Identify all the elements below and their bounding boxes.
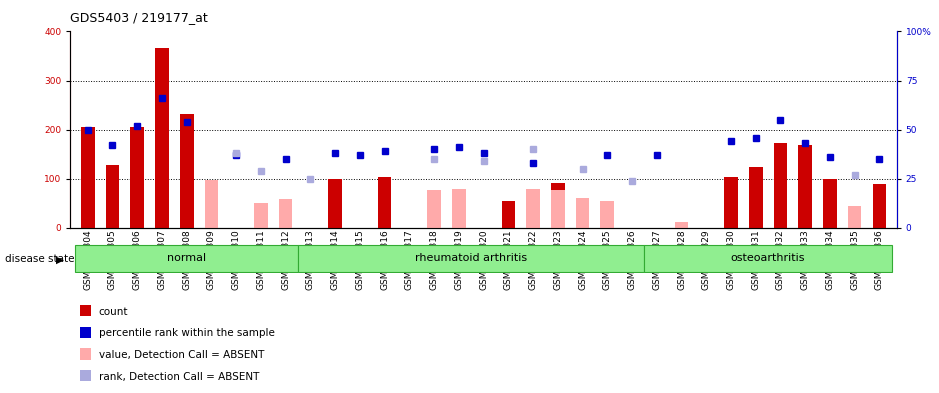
Bar xyxy=(155,48,169,228)
Bar xyxy=(131,127,144,228)
Bar xyxy=(600,201,614,228)
Text: disease state: disease state xyxy=(5,254,74,264)
Text: ▶: ▶ xyxy=(55,254,64,264)
Bar xyxy=(848,206,861,228)
Bar xyxy=(724,177,738,228)
Bar xyxy=(377,177,392,228)
Bar xyxy=(427,189,441,228)
Bar xyxy=(551,189,564,228)
Bar xyxy=(205,180,218,228)
Text: rheumatoid arthritis: rheumatoid arthritis xyxy=(415,253,528,263)
Bar xyxy=(329,179,342,228)
Bar xyxy=(75,245,298,272)
Bar xyxy=(106,165,119,228)
Bar xyxy=(298,245,644,272)
Bar xyxy=(452,189,466,228)
Bar xyxy=(501,201,516,228)
Text: value, Detection Call = ABSENT: value, Detection Call = ABSENT xyxy=(99,350,264,360)
Bar xyxy=(675,222,688,228)
Bar xyxy=(254,204,268,228)
Bar xyxy=(798,145,812,228)
Bar xyxy=(824,179,837,228)
Bar xyxy=(774,143,787,228)
Text: normal: normal xyxy=(167,253,207,263)
Bar xyxy=(749,167,762,228)
Text: rank, Detection Call = ABSENT: rank, Detection Call = ABSENT xyxy=(99,372,259,382)
Bar xyxy=(644,245,892,272)
Text: osteoarthritis: osteoarthritis xyxy=(731,253,806,263)
Text: GDS5403 / 219177_at: GDS5403 / 219177_at xyxy=(70,11,208,24)
Bar xyxy=(279,199,292,228)
Bar xyxy=(576,198,590,228)
Text: count: count xyxy=(99,307,128,317)
Bar xyxy=(872,184,886,228)
Bar xyxy=(526,189,540,228)
Bar xyxy=(81,127,95,228)
Bar xyxy=(551,183,564,228)
Bar xyxy=(180,114,193,228)
Text: percentile rank within the sample: percentile rank within the sample xyxy=(99,329,274,338)
